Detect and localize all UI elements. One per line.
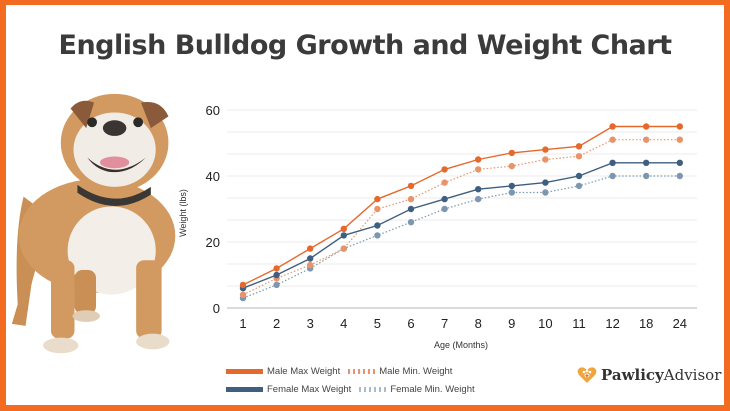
- data-point: [475, 186, 482, 193]
- data-point: [441, 195, 448, 203]
- data-point: [407, 182, 415, 190]
- logo-text-bold: Pawlicy: [601, 366, 664, 384]
- x-tick-label: 2: [273, 316, 280, 331]
- data-point: [676, 159, 683, 166]
- data-point: [609, 159, 616, 166]
- data-point: [374, 222, 381, 229]
- data-point: [273, 265, 280, 272]
- x-tick-label: 7: [441, 316, 448, 331]
- data-point: [508, 162, 515, 170]
- data-point: [239, 281, 247, 289]
- data-point: [575, 172, 583, 180]
- data-point: [475, 156, 482, 163]
- legend-label: Female Max Weight: [267, 383, 352, 395]
- series-line: [242, 162, 680, 289]
- data-point: [475, 195, 482, 203]
- data-point: [542, 179, 549, 186]
- dotted-line-swatch-icon: [359, 386, 387, 392]
- legend-item-female-min: Female Min. Weight: [359, 383, 475, 395]
- x-tick-label: 5: [374, 316, 381, 331]
- x-tick-label: 11: [572, 316, 586, 331]
- data-point: [307, 245, 314, 252]
- pawlicy-advisor-logo: PawlicyAdvisor: [577, 366, 721, 384]
- data-point: [307, 261, 314, 269]
- legend-label: Male Min. Weight: [379, 365, 453, 377]
- legend-item-male-max: Male Max Weight: [226, 366, 340, 377]
- legend-label: Female Min. Weight: [390, 383, 475, 395]
- data-point: [407, 195, 415, 203]
- data-point: [542, 146, 549, 153]
- data-point: [475, 166, 482, 173]
- data-point: [508, 182, 515, 190]
- legend-item-male-min: Male Min. Weight: [348, 366, 452, 377]
- y-tick-label: 0: [213, 301, 220, 316]
- data-point: [575, 153, 583, 160]
- x-tick-label: 4: [340, 316, 347, 331]
- series-line: [242, 125, 680, 286]
- data-point: [609, 172, 616, 180]
- data-point: [273, 281, 280, 289]
- page-title: English Bulldog Growth and Weight Chart: [58, 30, 673, 61]
- solid-line-swatch-icon: [226, 386, 263, 392]
- y-tick-label: 60: [206, 103, 220, 118]
- chart-series: [239, 123, 683, 302]
- data-point: [609, 123, 616, 130]
- x-tick-label: 6: [407, 316, 414, 331]
- y-axis-label: Weight (lbs): [178, 189, 188, 237]
- bulldog-image: [11, 93, 176, 354]
- x-tick-label: 1: [239, 316, 246, 331]
- data-point: [307, 255, 314, 262]
- chart-legend: Male Max Weight Male Min. Weight Female …: [226, 362, 556, 398]
- data-point: [575, 143, 583, 150]
- x-tick-label: 18: [639, 316, 653, 331]
- y-axis-ticks: 0 20 40 60: [206, 103, 220, 316]
- data-point: [643, 159, 650, 166]
- data-point: [340, 232, 347, 239]
- data-point: [609, 136, 616, 143]
- data-point: [575, 182, 583, 190]
- series-line: [242, 139, 680, 296]
- data-point: [508, 189, 515, 196]
- x-axis-ticks: 1 2 3 4 5 6 7 8 9 10 11 12 18 24: [239, 316, 687, 331]
- data-point: [676, 136, 683, 143]
- x-tick-label: 9: [508, 316, 515, 331]
- data-point: [407, 205, 415, 213]
- data-point: [441, 166, 448, 173]
- data-point: [676, 172, 683, 180]
- y-tick-label: 20: [206, 235, 220, 250]
- data-point: [340, 245, 347, 252]
- data-point: [508, 149, 515, 157]
- data-point: [441, 179, 448, 186]
- data-point: [340, 225, 347, 232]
- data-point: [643, 136, 650, 143]
- x-tick-label: 8: [475, 316, 482, 331]
- data-point: [374, 232, 381, 239]
- legend-item-female-max: Female Max Weight: [226, 384, 351, 395]
- solid-line-swatch-icon: [226, 368, 263, 374]
- data-point: [239, 291, 247, 298]
- data-point: [643, 123, 650, 130]
- data-point: [407, 219, 415, 226]
- paw-heart-icon: [577, 367, 597, 383]
- data-point: [273, 271, 280, 279]
- x-axis-label: Age (Months): [434, 340, 488, 350]
- data-point: [441, 205, 448, 213]
- data-point: [643, 172, 650, 180]
- logo-text-regular: Advisor: [663, 366, 722, 384]
- data-point: [374, 195, 381, 203]
- x-tick-label: 12: [605, 316, 619, 331]
- x-tick-label: 24: [673, 316, 687, 331]
- x-tick-label: 10: [538, 316, 552, 331]
- series-line: [242, 175, 680, 299]
- dotted-line-swatch-icon: [348, 368, 376, 374]
- data-point: [676, 123, 683, 130]
- data-point: [374, 205, 381, 213]
- x-tick-label: 3: [307, 316, 314, 331]
- y-tick-label: 40: [206, 169, 220, 184]
- data-point: [542, 156, 549, 163]
- data-point: [542, 189, 549, 196]
- legend-label: Male Max Weight: [267, 365, 341, 377]
